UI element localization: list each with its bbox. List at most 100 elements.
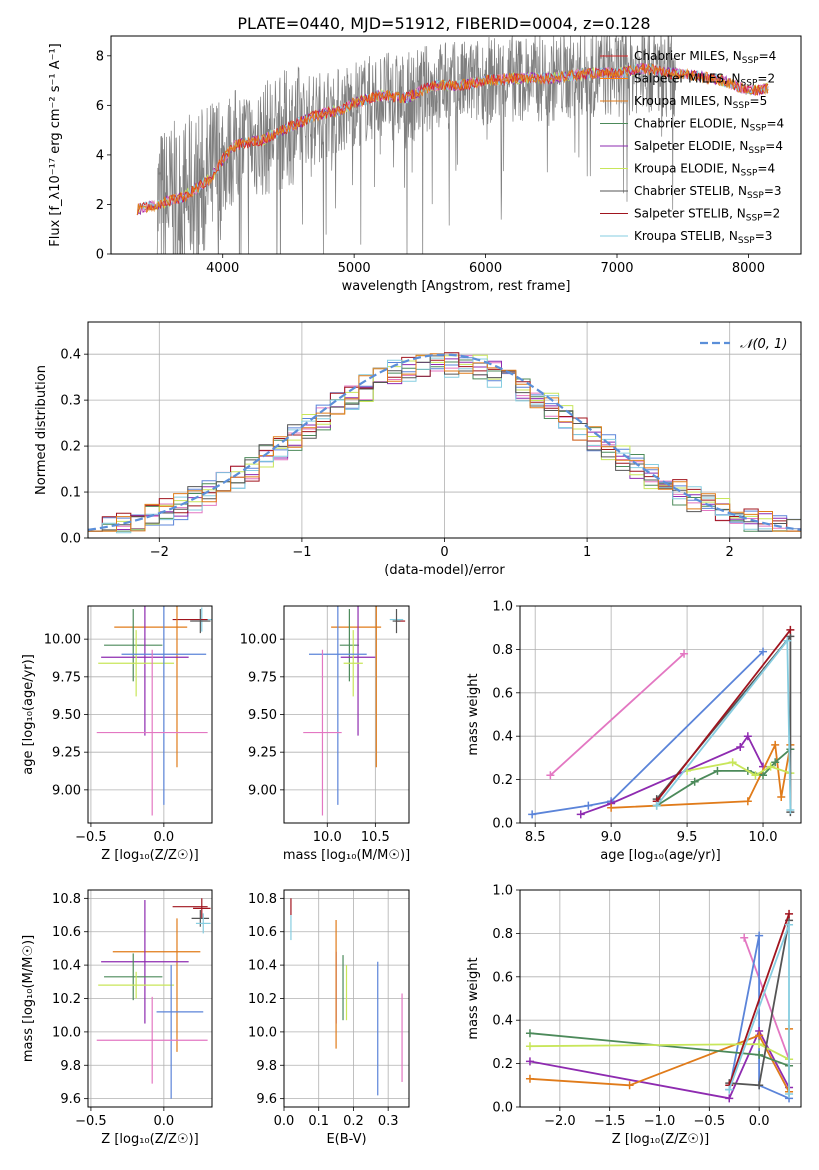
- y-tick-label: 10.00: [44, 633, 81, 648]
- axes-frame: [110, 35, 802, 255]
- x-tick-label: 0.0: [154, 1114, 175, 1129]
- legend-label: Salpeter ELODIE, N: [634, 139, 748, 153]
- y-tick-label: 0.4: [492, 1014, 513, 1029]
- x-tick-label: 4000: [206, 261, 239, 276]
- weight-marker: [546, 771, 555, 780]
- panel-mass_ebv: 0.0 0.1 0.2 0.3 9.6 9.8 10.0 10.2 10.4 10.6 10.8 E(…: [248, 889, 410, 1147]
- plot-area: [520, 890, 801, 1107]
- legend-n: =3: [755, 229, 773, 243]
- legend-entry: Kroupa STELIB, NSSP=3: [634, 229, 772, 246]
- legend-label: Chabrier STELIB, N: [634, 184, 747, 198]
- legend-n: =2: [763, 207, 781, 221]
- x-tick-label: −1.0: [644, 1114, 676, 1129]
- x-tick-label: 2: [726, 545, 734, 560]
- weight-marker: [785, 909, 794, 918]
- legend-entry: Salpeter ELODIE, NSSP=4: [634, 139, 783, 156]
- x-tick-label: 10.5: [361, 830, 390, 845]
- figure-title: PLATE=0440, MJD=51912, FIBERID=0004, z=0…: [237, 14, 650, 33]
- legend-sub: SSP: [742, 56, 759, 66]
- weight-series: [743, 937, 790, 1060]
- y-tick-label: 2: [96, 198, 104, 213]
- x-axis-label: E(B-V): [326, 1132, 366, 1147]
- y-tick-label: 10.00: [240, 633, 277, 648]
- y-tick-label: 0.2: [492, 1057, 513, 1072]
- panel-age_Z: −0.5 0.0 9.00 9.25 9.50 9.75 10.00 Z [log₁₀(Z/Z…: [21, 605, 213, 863]
- x-tick-label: −2: [150, 545, 169, 560]
- legend-label: Kroupa ELODIE, N: [634, 162, 741, 176]
- panel-age_mass: 10.0 10.5 9.00 9.25 9.50 9.75 10.00 mass [log₁₀…: [240, 605, 410, 863]
- weight-marker: [755, 1040, 764, 1049]
- y-tick-label: 6: [96, 99, 104, 114]
- y-tick-label: 0.8: [492, 927, 513, 942]
- weight-marker: [755, 1081, 764, 1090]
- legend-n: =4: [765, 139, 783, 153]
- x-axis-label: Z [log₁₀(Z/Z☉)]: [101, 1132, 198, 1147]
- weight-marker: [525, 1074, 534, 1083]
- y-tick-label: 10.4: [52, 959, 81, 974]
- legend-entry: Chabrier STELIB, NSSP=3: [634, 184, 782, 201]
- weight-marker: [783, 636, 792, 645]
- x-tick-label: 1: [583, 545, 591, 560]
- x-tick-label: 0.0: [749, 1114, 770, 1129]
- y-tick-label: 0.6: [492, 686, 513, 701]
- axes-frame: [283, 605, 410, 824]
- legend-label: Chabrier MILES, N: [634, 49, 742, 63]
- weight-series: [728, 913, 790, 1086]
- y-tick-label: 8: [96, 49, 104, 64]
- weight-marker: [725, 1094, 734, 1103]
- y-tick-label: 0.0: [60, 532, 81, 547]
- axes-frame: [87, 605, 213, 824]
- axes-frame: [87, 889, 213, 1108]
- y-tick-label: 9.8: [60, 1059, 81, 1074]
- x-tick-label: 9.0: [601, 830, 622, 845]
- weight-marker: [766, 762, 775, 771]
- weight-marker: [755, 931, 764, 940]
- legend-sub: SSP: [733, 101, 750, 111]
- legend-label: Salpeter MILES, N: [634, 72, 741, 86]
- x-tick-label: −0.5: [75, 830, 107, 845]
- x-axis-label: Z [log₁₀(Z/Z☉)]: [101, 848, 198, 863]
- weight-marker: [690, 777, 699, 786]
- y-tick-label: 0.1: [60, 486, 81, 501]
- legend-n: =5: [750, 94, 768, 108]
- x-tick-label: 5000: [338, 261, 371, 276]
- y-tick-label: 0.6: [492, 970, 513, 985]
- axes-frame: [87, 321, 802, 539]
- weight-marker: [755, 1050, 764, 1059]
- legend-label: Kroupa MILES, N: [634, 94, 733, 108]
- weight-marker: [785, 920, 794, 929]
- plot-area: [88, 606, 212, 823]
- weight-marker: [740, 933, 749, 942]
- legend-entry: Kroupa ELODIE, NSSP=4: [634, 162, 775, 179]
- legend-entry: Chabrier ELODIE, NSSP=4: [634, 117, 784, 134]
- legend-entry: Salpeter STELIB, NSSP=2: [634, 207, 780, 224]
- x-tick-label: 6000: [469, 261, 502, 276]
- legend-sub: SSP: [747, 191, 764, 201]
- y-axis-label: Normed distribution: [34, 365, 49, 495]
- panel-mw_Z: −2.0 −1.5 −1.0 −0.5 0.0 0.0 0.2 0.4 0.6 0.8 1.0 Z […: [466, 884, 802, 1147]
- weight-marker: [725, 1085, 734, 1094]
- x-axis-label: mass [log₁₀(M/M☉)]: [283, 848, 410, 863]
- legend-sub: SSP: [750, 124, 767, 134]
- x-tick-label: −0.5: [75, 1114, 107, 1129]
- y-tick-label: 10.8: [248, 892, 277, 907]
- weight-marker: [528, 810, 537, 819]
- y-tick-label: 1.0: [492, 884, 513, 899]
- weight-marker: [743, 797, 752, 806]
- legend-n: =2: [757, 72, 775, 86]
- weight-marker: [759, 647, 768, 656]
- y-axis-label: mass [log₁₀(M/M☉)]: [21, 935, 36, 1062]
- y-tick-label: 0.4: [60, 348, 81, 363]
- legend-n: =4: [759, 49, 777, 63]
- x-tick-label: −1.5: [594, 1114, 626, 1129]
- axes-frame: [519, 605, 802, 824]
- legend-sub: SSP: [746, 214, 763, 224]
- x-tick-label: 0.1: [308, 1114, 329, 1129]
- y-tick-label: 0: [96, 248, 104, 263]
- weight-marker: [786, 625, 795, 634]
- panel-mw_age: 8.5 9.0 9.5 10.0 0.0 0.2 0.4 0.6 0.8 1.0 age [log₁…: [466, 600, 802, 863]
- y-tick-label: 9.25: [52, 746, 81, 761]
- panel-mass_Z: −0.5 0.0 9.6 9.8 10.0 10.2 10.4 10.6 10.8 Z [log₁…: [21, 889, 213, 1147]
- weight-marker: [525, 1042, 534, 1051]
